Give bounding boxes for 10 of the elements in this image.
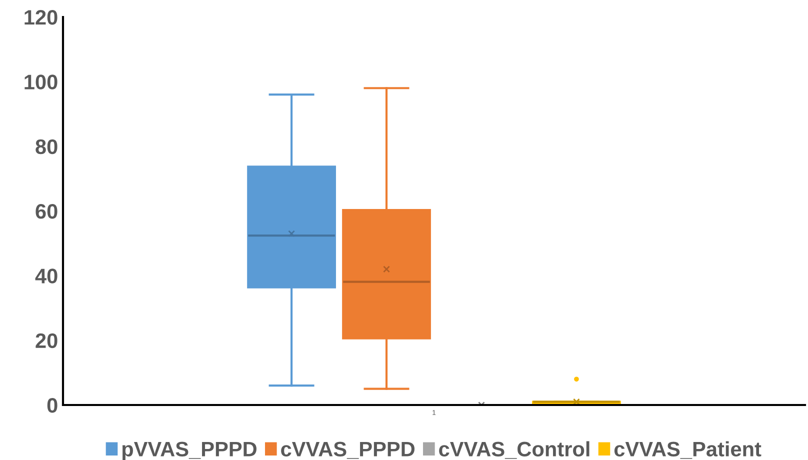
y-tick-label: 120: [24, 10, 58, 25]
legend-label: cVVAS_PPPD: [281, 442, 415, 459]
legend-label: cVVAS_Control: [439, 441, 590, 459]
y-tick-label: 60: [36, 204, 58, 219]
y-tick-label: 40: [35, 268, 58, 284]
legend-label: cVVAS_Patient: [614, 441, 762, 459]
y-tick-label: 20: [36, 333, 58, 348]
y-tick-label: 100: [24, 74, 58, 90]
y-tick-label: 0: [47, 398, 58, 413]
y-tick-label: 80: [36, 139, 58, 154]
